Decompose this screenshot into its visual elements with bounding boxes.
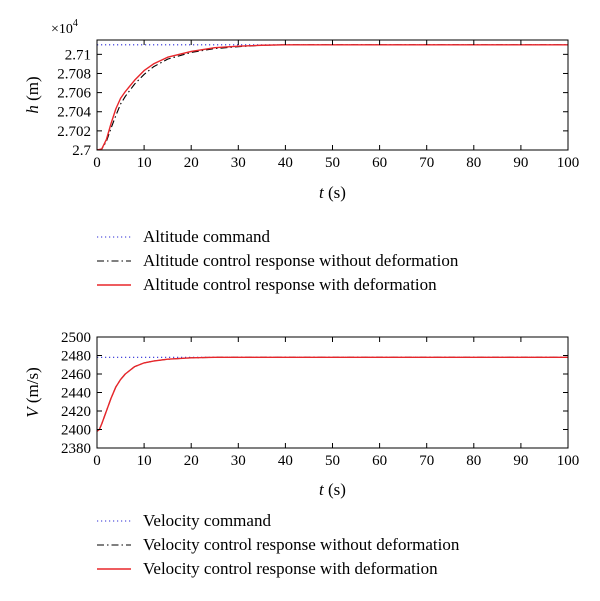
x-tick-label: 50 [325,453,340,469]
x-tick-label: 100 [557,155,580,171]
plot-frame [96,336,569,449]
legend-label-1: Velocity command [143,511,271,530]
x-axis-label: t (s) [319,183,346,202]
chart-panel-2: 0 10 20 30 40 50 60 70 80 90 100 2380 2400 2420 2440 24… [23,330,579,578]
x-tick-label: 20 [184,155,199,171]
series-line-2 [97,356,568,432]
legend-label-2: Velocity control response without deform… [143,535,460,554]
legend-label-2: Altitude control response without deform… [143,251,459,270]
x-tick-label: 50 [325,155,340,171]
y-tick-label: 2.706 [57,86,91,102]
x-tick-label: 20 [184,453,199,469]
y-axis-label: V (m/s) [23,367,42,418]
y-tick-label: 2420 [61,404,91,420]
series-line-3 [97,44,568,150]
series-line-2 [97,44,568,150]
legend: Altitude command Altitude control respons… [97,227,459,294]
x-tick-label: 70 [419,155,434,171]
x-tick-label: 80 [466,155,481,171]
y-tick-label: 2440 [61,386,91,402]
x-tick-label: 0 [93,453,101,469]
legend: Velocity command Velocity control respons… [97,511,460,578]
series-line-3 [97,356,568,432]
x-tick-label: 70 [419,453,434,469]
legend-label-3: Altitude control response with deformati… [143,275,437,294]
y-tick-label: 2480 [61,349,91,365]
x-tick-label: 80 [466,453,481,469]
x-axis-label: t (s) [319,480,346,499]
legend-label-1: Altitude command [143,227,271,246]
x-tick-label: 40 [278,155,293,171]
x-tick-label: 0 [93,155,101,171]
y-tick-label: 2.702 [57,124,91,140]
y-tick-label: 2.704 [57,105,91,121]
x-tick-label: 30 [231,453,246,469]
x-tick-label: 30 [231,155,246,171]
y-tick-label: 2.708 [57,66,91,82]
y-tick-label: 2500 [61,330,91,346]
y-tick-label: 2380 [61,441,91,457]
y-tick-label: 2.71 [65,47,91,63]
x-tick-label: 90 [513,155,528,171]
y-tick-label: 2460 [61,367,91,383]
x-tick-label: 90 [513,453,528,469]
chart-panel-1: 0 10 20 30 40 50 60 70 80 90 100 2.7 2.702 2.704 2.706… [23,18,579,294]
y-exponent-label: ×104 [51,18,78,37]
x-tick-label: 10 [137,453,152,469]
x-tick-label: 60 [372,453,387,469]
y-tick-label: 2.7 [72,143,91,159]
x-tick-label: 10 [137,155,152,171]
x-tick-label: 40 [278,453,293,469]
x-tick-label: 100 [557,453,580,469]
x-tick-label: 60 [372,155,387,171]
y-axis-label: h (m) [23,76,42,113]
y-tick-label: 2400 [61,423,91,439]
legend-label-3: Velocity control response with deformati… [143,559,438,578]
